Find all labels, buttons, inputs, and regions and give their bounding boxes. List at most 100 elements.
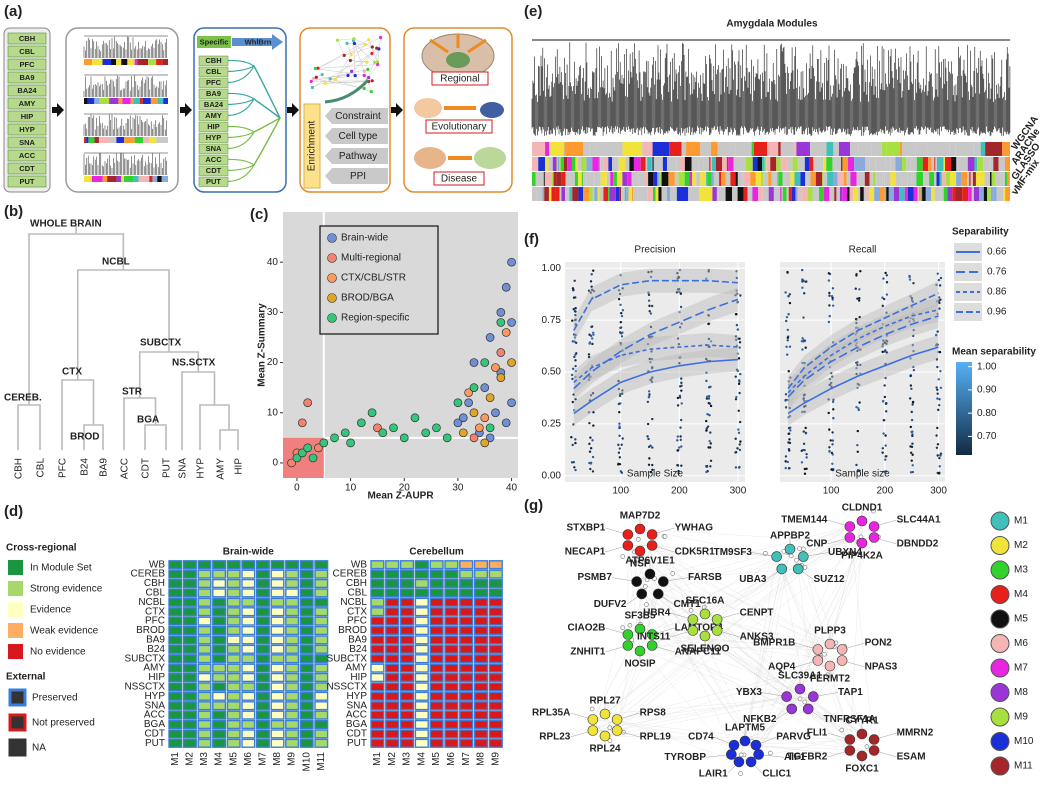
module-stripe bbox=[838, 142, 851, 156]
heatmap-cell bbox=[168, 701, 183, 711]
enrichment-type: Pathway bbox=[339, 151, 377, 162]
module-stripe bbox=[698, 157, 704, 171]
point bbox=[378, 428, 388, 438]
module-stripe bbox=[884, 187, 887, 201]
module-stripe bbox=[661, 187, 667, 201]
module-stripe bbox=[961, 172, 968, 186]
heatmap-cell bbox=[473, 719, 489, 730]
dendrogram-branch bbox=[144, 424, 167, 450]
module-stripe bbox=[616, 172, 623, 186]
gene-label: TMEM144 bbox=[781, 515, 828, 526]
heatmap-cell bbox=[385, 635, 400, 645]
sample-dot bbox=[882, 297, 886, 301]
point bbox=[303, 443, 313, 453]
heatmap-cell bbox=[212, 607, 227, 617]
row-label: HIP bbox=[350, 672, 367, 683]
sample-dot bbox=[854, 326, 858, 330]
heatmap-cell bbox=[488, 597, 503, 607]
sample-dot bbox=[592, 411, 595, 414]
sample-dot bbox=[801, 348, 804, 351]
sample-dot bbox=[680, 377, 683, 380]
module-stripe bbox=[121, 59, 128, 65]
module-stripe bbox=[916, 157, 923, 171]
module-stripe bbox=[84, 98, 88, 104]
point bbox=[507, 398, 516, 408]
sample-dot bbox=[707, 314, 710, 317]
legend-label: 0.86 bbox=[987, 287, 1007, 298]
module-stripe bbox=[842, 157, 848, 171]
sample-dot bbox=[830, 451, 834, 455]
sample-dot bbox=[648, 304, 651, 308]
heatmap-cell bbox=[299, 719, 314, 730]
heatmap-cell bbox=[414, 719, 429, 730]
row-label: CBL bbox=[348, 588, 368, 599]
column-label: M9 bbox=[490, 752, 501, 766]
sample-dot bbox=[619, 341, 622, 345]
network-edge bbox=[636, 581, 863, 757]
network-edge bbox=[649, 573, 757, 746]
legend-label: Strong evidence bbox=[30, 584, 103, 595]
facet-title: Recall bbox=[849, 245, 877, 256]
sample-dot bbox=[621, 389, 624, 392]
gene-label: PARVG bbox=[776, 732, 811, 743]
sample-dot bbox=[936, 343, 939, 346]
heatmap-cell bbox=[414, 560, 429, 570]
brain-arrow bbox=[467, 38, 487, 54]
sample-dot bbox=[788, 438, 791, 441]
module-stripe bbox=[936, 157, 944, 171]
module-stripe bbox=[121, 176, 124, 182]
network-node bbox=[370, 45, 374, 49]
legend-marker bbox=[990, 560, 1010, 580]
module-stripe bbox=[764, 157, 767, 171]
module-stripe bbox=[797, 187, 799, 201]
module-stripe bbox=[829, 187, 835, 201]
sample-dot bbox=[787, 447, 791, 451]
heatmap-cell bbox=[241, 738, 256, 748]
module-stripe bbox=[651, 157, 653, 171]
module-stripe bbox=[809, 157, 814, 171]
module-stripe bbox=[869, 172, 873, 186]
module-stripe bbox=[843, 172, 847, 186]
minor-node bbox=[620, 625, 626, 630]
sample-dot bbox=[646, 400, 650, 404]
module-stripe bbox=[837, 172, 844, 186]
module-stripe bbox=[863, 187, 867, 201]
heatmap-cell bbox=[459, 719, 474, 730]
sample-dot bbox=[620, 335, 624, 338]
module-stripe bbox=[766, 157, 771, 171]
module-stripe bbox=[149, 176, 153, 182]
gene-node bbox=[687, 614, 699, 625]
sample-dot bbox=[737, 466, 741, 469]
region-box bbox=[7, 84, 47, 97]
module-stripe bbox=[728, 157, 734, 171]
sample-dot bbox=[708, 414, 711, 417]
sample-dot bbox=[572, 308, 575, 311]
sample-dot bbox=[789, 429, 792, 432]
module-stripe bbox=[730, 172, 736, 186]
module-stripe bbox=[707, 172, 712, 186]
sample-dot bbox=[620, 314, 624, 318]
heatmap-cell bbox=[399, 710, 415, 720]
module-stripe bbox=[780, 187, 782, 201]
gene-node bbox=[808, 691, 819, 702]
heatmap-cell bbox=[414, 691, 429, 701]
sample-dot bbox=[939, 298, 942, 301]
heatmap-cell bbox=[444, 701, 459, 711]
sample-dot bbox=[588, 450, 592, 453]
sample-dot bbox=[678, 268, 682, 272]
sample-dot bbox=[738, 337, 741, 340]
panel-label: (a) bbox=[4, 3, 22, 20]
heatmap-cell bbox=[314, 560, 329, 570]
sample-dot bbox=[589, 291, 592, 294]
network-node bbox=[375, 60, 380, 64]
heatmap-cell bbox=[459, 672, 474, 683]
module-stripe bbox=[684, 157, 692, 171]
leaf-label: PUT bbox=[162, 458, 173, 478]
network-edge bbox=[789, 526, 850, 550]
module-stripe bbox=[983, 187, 987, 201]
confidence-band bbox=[788, 281, 939, 401]
module-stripe bbox=[1006, 172, 1010, 186]
heatmap-cell bbox=[270, 578, 285, 589]
sample-dot bbox=[881, 343, 885, 346]
panel-label: (g) bbox=[524, 497, 543, 514]
